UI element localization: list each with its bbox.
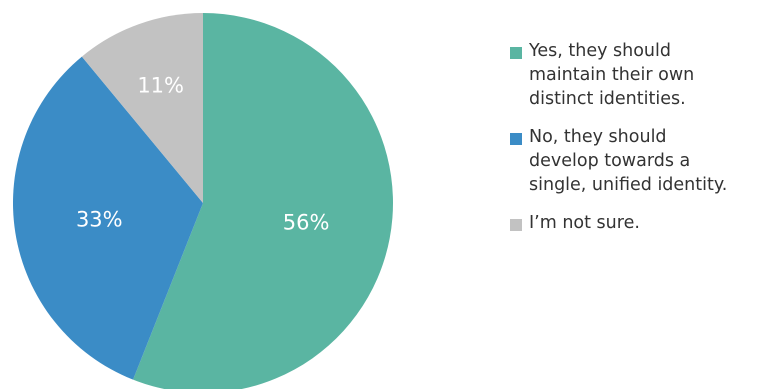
legend-label-no: No, they should develop towards a single…	[529, 127, 728, 195]
legend-label-yes: Yes, they should maintain their own dist…	[529, 41, 695, 109]
legend-label-not-sure: I’m not sure.	[529, 213, 640, 233]
legend-swatch-no	[510, 133, 522, 145]
data-label-not-sure: 11%	[137, 73, 184, 97]
pie-data-labels: 56% 33% 11%	[76, 73, 330, 234]
pie-slice-no	[12, 56, 204, 380]
legend-swatch-yes	[510, 47, 522, 59]
pie-chart: 56% 33% 11%	[12, 13, 393, 389]
legend-swatch-not-sure	[510, 219, 522, 231]
legend-item-not-sure: I’m not sure.	[510, 211, 780, 235]
data-label-yes: 56%	[283, 211, 330, 235]
pie-slice-yes	[133, 13, 393, 389]
pie-slice-not-sure	[81, 13, 203, 203]
chart-legend: Yes, they should maintain their own dist…	[510, 39, 780, 249]
data-label-no: 33%	[76, 207, 123, 231]
legend-item-no: No, they should develop towards a single…	[510, 125, 780, 197]
pie-slices	[12, 13, 393, 389]
legend-item-yes: Yes, they should maintain their own dist…	[510, 39, 780, 111]
